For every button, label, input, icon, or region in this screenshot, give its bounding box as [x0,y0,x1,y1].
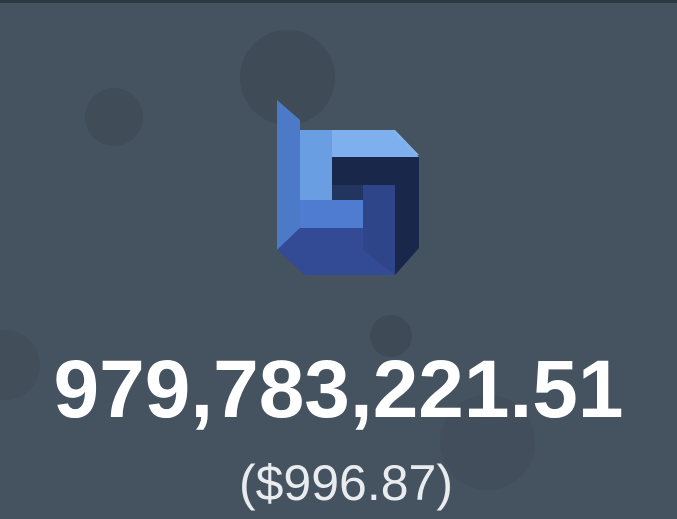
background-circle [85,88,143,146]
background-circle [370,315,412,357]
background-circle [440,395,535,490]
fiat-value: ($996.87) [238,455,454,511]
token-logo-icon [277,100,419,275]
top-divider [0,0,677,3]
token-balance: 979,783,221.51 [53,344,624,435]
